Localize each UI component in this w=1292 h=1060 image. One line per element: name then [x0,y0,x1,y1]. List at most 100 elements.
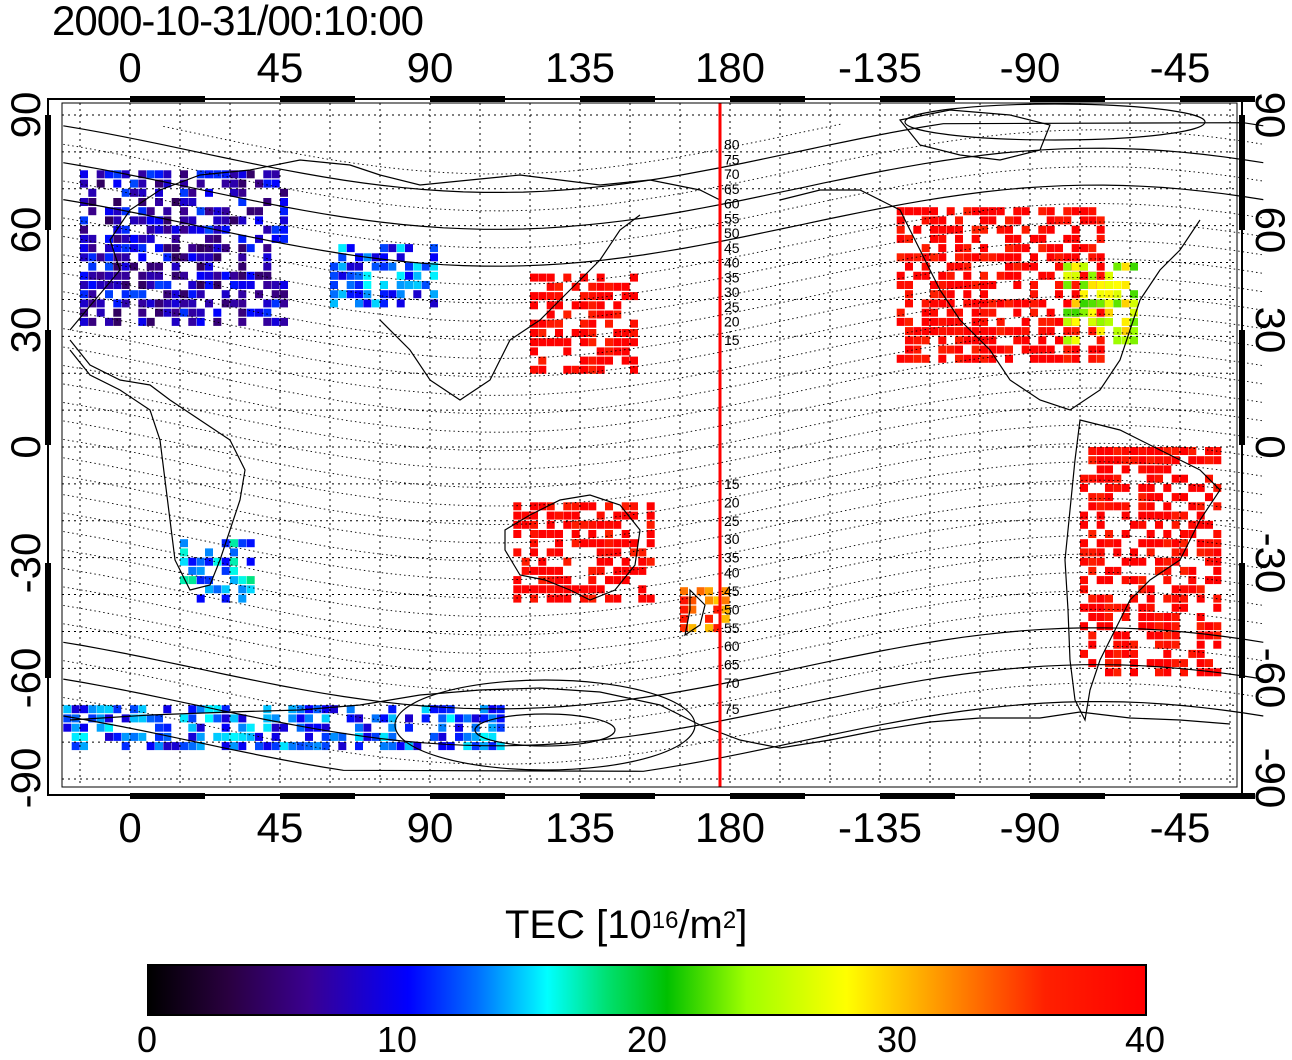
tec-cell [546,566,555,575]
tec-cell [280,188,288,197]
tec-cell [1080,622,1088,631]
tec-cell [1146,511,1155,520]
tec-cell [1113,281,1122,289]
tec-cell [930,327,938,336]
tec-cell [896,308,905,317]
tec-cell [1088,253,1097,262]
tec-cell [121,732,130,741]
tec-cell [921,299,930,308]
tec-cell [946,317,955,326]
tec-cell [1113,659,1122,668]
tec-cell [513,576,522,585]
tec-cell [1146,474,1155,483]
magnetic-contour [63,516,1264,599]
tec-cell [1180,585,1188,594]
tec-cell [1071,308,1080,317]
tec-cell [1180,603,1188,612]
frame-tick-top [880,96,955,102]
tec-cell [1021,336,1030,345]
tec-cell [338,732,347,741]
tec-cell [296,742,305,751]
tec-cell [405,742,413,751]
frame-tick-bottom [880,793,955,799]
tec-cell [196,170,205,179]
tec-cell [938,271,947,280]
tec-cell [955,308,963,317]
tec-cell [180,576,188,585]
tec-cell [1021,262,1030,271]
tec-cell [238,253,247,262]
tec-cell [1171,474,1180,483]
tec-cell [121,253,130,262]
tec-cell [1088,327,1097,336]
tec-cell [1196,456,1205,465]
tec-cell [380,732,388,741]
tec-cell [1055,253,1063,262]
tec-cell [555,576,563,585]
tec-cell [1155,668,1163,677]
tec-cell [221,290,230,299]
tec-cell [455,732,463,741]
magnetic-contour [63,479,1264,562]
tec-cell [246,244,255,253]
tec-cell [1021,345,1030,354]
tec-cell [1005,216,1013,225]
tec-cell [230,281,238,289]
tec-cell [1146,456,1155,465]
coastline-europe [69,159,721,331]
tec-cell [680,587,688,596]
tec-cell [521,566,530,575]
tec-cell [330,299,338,308]
tec-cell [221,557,230,566]
tec-cell [596,365,605,374]
tec-cell [905,327,913,336]
tec-cell [630,292,638,301]
tec-cell [88,244,97,253]
tec-cell [630,566,638,575]
tec-cell [355,732,363,741]
tec-cell [996,225,1005,234]
tec-cell [188,225,197,234]
tec-cell [1213,548,1222,557]
tec-cell [621,329,630,337]
tec-cell [430,262,438,271]
tec-cell [1171,557,1180,566]
tec-cell [255,732,263,741]
tec-cell [1138,511,1147,520]
tec-cell [230,179,238,188]
magnetic-contour [63,276,1264,359]
tec-cell [405,244,413,253]
tec-cell [263,723,272,732]
tec-cell [438,732,447,741]
dotted-grid [62,103,1237,787]
tec-cell [1138,447,1147,455]
tec-cell [1196,539,1205,548]
tec-cell [1080,207,1088,216]
tec-cell [171,198,180,206]
tec-cell [538,329,547,337]
tec-cell [1013,308,1022,317]
tec-cell [688,605,697,614]
tec-cell [1155,520,1163,529]
tec-cell [513,511,522,520]
contour-label: 60 [724,196,740,212]
tec-cell [1163,668,1172,677]
tec-cell [1196,649,1205,658]
tec-cell [196,566,205,575]
tec-cell [288,705,297,714]
tec-cell [196,576,205,585]
tec-cell [1030,354,1038,363]
tec-cell [138,216,147,225]
tec-cell [1063,281,1072,289]
tec-cell [105,281,113,289]
tec-cell [138,732,147,741]
tec-cell [1088,557,1097,566]
tec-cell [588,585,597,594]
tec-cell [280,317,288,326]
tec-cell [446,714,455,723]
tec-cell [1038,299,1047,308]
tec-cell [430,299,438,308]
tec-cell [263,271,272,280]
tec-cell [238,539,247,548]
magnetic-contour [63,424,1264,507]
